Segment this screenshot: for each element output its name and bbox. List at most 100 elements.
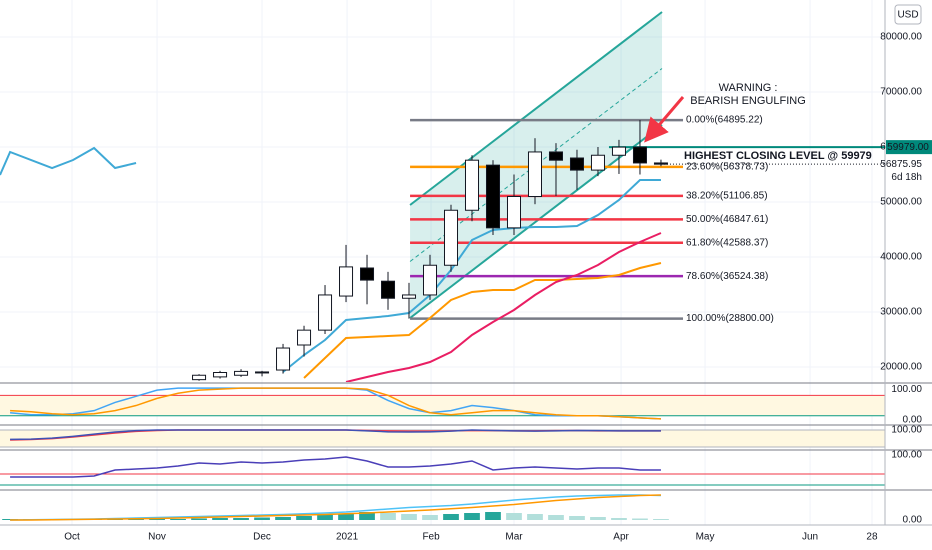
candle-body xyxy=(506,196,522,229)
highest-close-tag xyxy=(886,140,932,155)
candle-body xyxy=(192,374,207,381)
candle-body xyxy=(590,154,605,171)
histogram-bar xyxy=(653,519,669,520)
histogram-bar xyxy=(275,517,291,520)
histogram-bar xyxy=(191,518,207,520)
highest-close-text: HIGHEST CLOSING LEVEL @ 59979 xyxy=(684,150,872,162)
histogram-bar xyxy=(380,513,396,520)
annotations: 0.00%(64895.22) 23.60%(56378.73) 38.20%(51… xyxy=(644,82,872,324)
moving-average-line xyxy=(0,146,137,176)
histogram-bar xyxy=(149,519,165,520)
histogram-bar xyxy=(401,514,417,520)
fib-label: 61.80%(42588.37) xyxy=(686,237,768,248)
candle-body xyxy=(213,372,228,378)
candle-body xyxy=(360,267,375,281)
candle-body xyxy=(527,151,542,198)
pane-tick-label: 0.00 xyxy=(903,415,923,426)
pane-tick-label: 100.00 xyxy=(891,425,922,436)
x-tick-label: Mar xyxy=(505,532,523,543)
histogram-bar xyxy=(590,517,606,520)
histogram-bar xyxy=(527,514,543,520)
pane-tick-label: 0.00 xyxy=(903,515,923,526)
candle-body xyxy=(569,157,584,171)
channel-lower xyxy=(409,124,663,319)
warning-arrow xyxy=(644,96,685,143)
histogram-bar xyxy=(212,518,228,520)
fib-label: 23.60%(56378.73) xyxy=(686,162,768,173)
y-tick-label: 70000.00 xyxy=(880,87,922,98)
grid xyxy=(0,0,885,525)
histogram-bar xyxy=(254,517,270,520)
histogram-bar xyxy=(170,519,186,520)
channel-upper xyxy=(409,11,663,206)
candle-body xyxy=(611,146,626,156)
candle-body xyxy=(234,370,249,376)
moving-average-line xyxy=(303,262,662,379)
x-tick-label: Jun xyxy=(802,532,818,543)
x-tick-label: 2021 xyxy=(336,532,359,543)
indicator-line xyxy=(10,494,661,521)
indicator-line xyxy=(10,429,661,441)
candle-body xyxy=(632,146,647,164)
candle-body xyxy=(381,280,396,299)
histogram-bar xyxy=(443,514,459,520)
candle-body xyxy=(276,347,291,371)
histogram-bar xyxy=(422,515,438,520)
histogram-bar xyxy=(317,515,333,520)
x-tick-label: Nov xyxy=(148,532,166,543)
x-tick-label: Apr xyxy=(613,532,629,543)
fib-label: 50.00%(46847.61) xyxy=(686,214,768,225)
fib-label: 38.20%(51106.85) xyxy=(686,191,768,202)
histogram-bar xyxy=(506,513,522,520)
x-tick-label: May xyxy=(696,532,715,543)
candle-body xyxy=(548,151,563,161)
y-tick-label: 40000.00 xyxy=(880,252,922,263)
pane-tick-label: 100.00 xyxy=(891,450,922,461)
histogram-bar xyxy=(485,512,501,520)
last-price-label: 56875.95 xyxy=(880,159,922,170)
candle-body xyxy=(339,266,354,297)
x-tick-label: Feb xyxy=(422,532,440,543)
band-fill xyxy=(0,395,885,416)
candle-body xyxy=(255,371,270,374)
y-tick-label: 20000.00 xyxy=(880,362,922,373)
fib-label: 0.00%(64895.22) xyxy=(686,115,763,126)
histogram-bar xyxy=(233,518,249,520)
countdown-label: 6d 18h xyxy=(891,172,922,183)
candle-body xyxy=(422,264,438,296)
y-tick-label: 30000.00 xyxy=(880,307,922,318)
pane-tick-label: 100.00 xyxy=(891,384,922,395)
candle-body xyxy=(485,164,501,229)
candle-body xyxy=(402,294,417,299)
moving-average-line xyxy=(282,179,661,373)
candle-body xyxy=(464,159,480,211)
indicator-line xyxy=(10,456,661,478)
x-tick-label: Oct xyxy=(64,532,80,543)
fib-label: 100.00%(28800.00) xyxy=(686,313,774,324)
x-tick-label: Dec xyxy=(253,532,271,543)
histogram-bar xyxy=(464,513,480,520)
y-tick-label: 50000.00 xyxy=(880,197,922,208)
candle-body xyxy=(318,294,333,331)
warning-text: BEARISH ENGULFING xyxy=(690,95,806,107)
candle-body xyxy=(297,329,312,346)
currency-label: USD xyxy=(897,10,918,21)
x-tick-label: 28 xyxy=(866,532,878,543)
histogram-bar xyxy=(611,518,627,520)
highest-close-tag-label: 59979.00 xyxy=(887,142,929,153)
histogram-bar xyxy=(296,516,312,520)
histogram-bar xyxy=(632,518,648,520)
histogram-bar xyxy=(338,514,354,520)
indicator-line xyxy=(10,387,662,420)
band-fill xyxy=(0,430,885,447)
fib-label: 78.60%(36524.38) xyxy=(686,271,768,282)
histogram-bar xyxy=(569,516,585,520)
currency-box[interactable] xyxy=(894,4,922,25)
main-pane xyxy=(0,11,885,382)
histogram-bar xyxy=(359,512,375,520)
warning-text: WARNING : xyxy=(719,82,778,94)
moving-average-line xyxy=(345,232,662,382)
